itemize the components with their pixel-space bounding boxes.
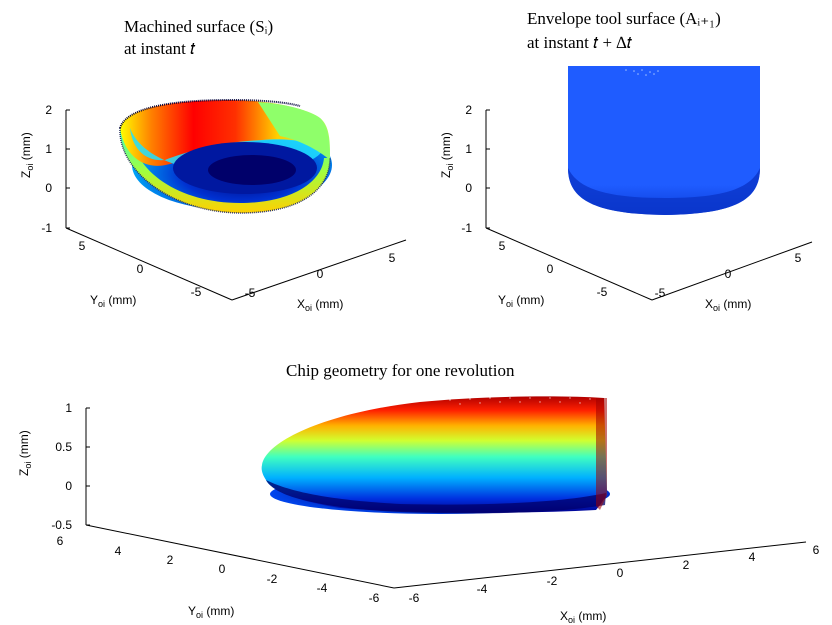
subplot-3-y-axis (85, 524, 395, 589)
subplot-2-z-axis-label: Zoi (mm) (439, 132, 455, 178)
subplot-3-y-tick-label: -4 (317, 581, 328, 595)
subplot-1-x-axis (231, 239, 407, 301)
subplot-3-y-tick-label: 4 (115, 544, 122, 558)
subplot-1-y-tick-label: 5 (79, 239, 86, 253)
subplot-3-y-tick-label: 2 (167, 553, 174, 567)
subplot-3-surface (261, 396, 610, 514)
subplot-3-x-axis (393, 541, 807, 589)
subplot-1-title-line2: at instant 𝑡 (124, 39, 196, 58)
subplot-3-x-tick-label: -6 (409, 591, 420, 605)
subplot-1-z-tick-label: 2 (45, 103, 52, 117)
subplot-1-y-tick-label: 0 (137, 262, 144, 276)
subplot-3-y-tick-label: 6 (57, 534, 64, 548)
subplot-2-x-tick-label: 5 (795, 251, 802, 265)
subplot-2-title-line1: Envelope tool surface (Aᵢ₊₁) (527, 9, 721, 28)
subplot-3-title: Chip geometry for one revolution (286, 361, 515, 380)
subplot-3-x-tick-label: 2 (683, 558, 690, 572)
subplot-1-z-tick-label: -1 (41, 221, 52, 235)
subplot-3-x-tick-label: 4 (749, 550, 756, 564)
subplot-1-surface (119, 98, 332, 214)
subplot-2-x-tick-label: -5 (655, 286, 666, 300)
subplot-1-x-axis-label: Xoi (mm) (297, 297, 343, 313)
subplot-2-x-tick-label: 0 (725, 267, 732, 281)
subplot-2-z-tick-label: -1 (461, 221, 472, 235)
subplot-2-y-axis (485, 227, 653, 301)
subplot-3-y-tick-label: 0 (219, 562, 226, 576)
subplot-3-x-tick-label: -2 (547, 574, 558, 588)
subplot-3-y-axis-label: Yoi (mm) (188, 604, 234, 620)
subplot-1-x-tick-label: 5 (389, 251, 396, 265)
subplot-1-y-axis-label: Yoi (mm) (90, 293, 136, 309)
subplot-2-z-tick-label: 0 (465, 181, 472, 195)
subplot-3-x-axis-label: Xoi (mm) (560, 609, 606, 625)
subplot-1-z-axis-label: Zoi (mm) (19, 132, 35, 178)
subplot-3-z-tick-label: 0 (65, 479, 72, 493)
subplot-3-y-tick-label: -2 (267, 572, 278, 586)
subplot-2-y-axis-label: Yoi (mm) (498, 293, 544, 309)
subplot-3-x-tick-label: -4 (477, 582, 488, 596)
subplot-2-x-axis-label: Xoi (mm) (705, 297, 751, 313)
subplot-2-y-tick-label: 0 (547, 262, 554, 276)
subplot-1-x-tick-label: -5 (245, 286, 256, 300)
subplot-envelope-tool-surface: Envelope tool surface (Aᵢ₊₁) at instant … (439, 9, 813, 313)
subplot-3-x-tick-label: 0 (617, 566, 624, 580)
subplot-1-y-tick-label: -5 (191, 285, 202, 299)
subplot-1-x-tick-label: 0 (317, 267, 324, 281)
subplot-2-z-tick-label: 2 (465, 103, 472, 117)
subplot-2-z-tick-label: 1 (465, 142, 472, 156)
subplot-1-y-axis (65, 227, 233, 301)
subplot-2-y-tick-label: 5 (499, 239, 506, 253)
subplot-1-z-tick-label: 0 (45, 181, 52, 195)
subplot-3-y-tick-label: -6 (369, 591, 380, 605)
subplot-2-surface (568, 66, 760, 215)
subplot-chip-geometry: Chip geometry for one revolution 1 0.5 0… (17, 361, 820, 625)
subplot-machined-surface: Machined surface (Sᵢ) at instant 𝑡 2 1 0… (19, 17, 407, 313)
subplot-3-z-tick-label: -0.5 (51, 518, 72, 532)
subplot-1-title-line1: Machined surface (Sᵢ) (124, 17, 273, 36)
subplot-2-title-line2: at instant 𝑡 + ∆𝑡 (527, 33, 633, 52)
subplot-3-x-tick-label: 6 (813, 543, 820, 557)
subplot-3-z-tick-label: 0.5 (55, 440, 72, 454)
subplot-1-z-tick-label: 1 (45, 142, 52, 156)
subplot-2-y-tick-label: -5 (597, 285, 608, 299)
subplot-3-z-tick-label: 1 (65, 401, 72, 415)
subplot-2-x-axis (651, 241, 813, 301)
subplot-3-z-axis-label: Zoi (mm) (17, 430, 33, 476)
